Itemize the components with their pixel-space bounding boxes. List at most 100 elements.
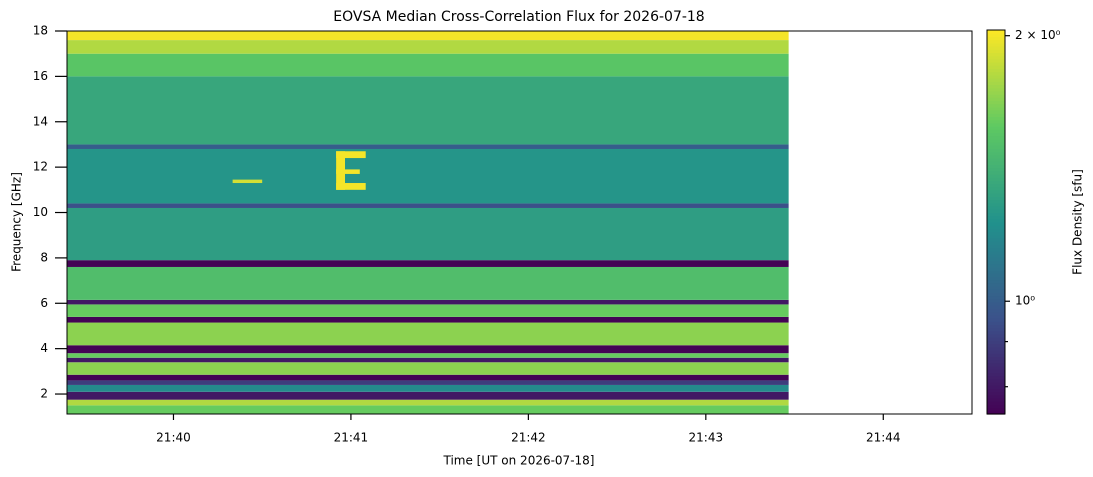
- colorbar-frame: [986, 29, 1006, 415]
- spectrum-band: [67, 405, 789, 414]
- plot-frame: [66, 30, 973, 415]
- colorbar-slice: [987, 234, 1005, 239]
- colorbar-slice: [987, 369, 1005, 373]
- spectrum-band: [67, 316, 789, 323]
- spectrum-band: [67, 148, 789, 204]
- colorbar-slice: [987, 378, 1005, 383]
- colorbar-slice: [987, 87, 1005, 92]
- spectrum-band: [67, 76, 789, 145]
- spectrum-band: [67, 322, 789, 346]
- y-tick-label: 4: [40, 341, 48, 355]
- spectrum-band: [67, 40, 789, 54]
- spectrum-band: [67, 391, 789, 400]
- spectrum-band: [67, 299, 789, 305]
- colorbar-slice: [987, 81, 1005, 85]
- colorbar-slice: [987, 116, 1005, 121]
- colorbar-slice: [987, 362, 1005, 367]
- spectrum-band: [67, 362, 789, 375]
- colorbar-slice: [987, 375, 1005, 380]
- colorbar-slice: [987, 215, 1005, 220]
- colorbar-slice: [987, 359, 1005, 364]
- colorbar-slice: [987, 225, 1005, 229]
- colorbar-slice: [987, 46, 1005, 50]
- spectrum-band: [67, 31, 789, 41]
- colorbar-slice: [987, 404, 1005, 409]
- colorbar-slice: [987, 193, 1005, 197]
- spectrum-band: [67, 384, 789, 392]
- colorbar-slice: [987, 257, 1005, 261]
- burst: [336, 169, 360, 174]
- colorbar-slice: [987, 353, 1005, 357]
- colorbar-slice: [987, 311, 1005, 316]
- colorbar-slice: [987, 340, 1005, 345]
- y-axis-label: Frequency [GHz]: [10, 172, 24, 272]
- colorbar-slice: [987, 273, 1005, 277]
- colorbar-slice: [987, 241, 1005, 245]
- y-tick-label: 14: [33, 114, 48, 128]
- colorbar-slice: [987, 260, 1005, 265]
- colorbar-slice: [987, 222, 1005, 226]
- colorbar-slice: [987, 52, 1005, 57]
- colorbar-slice: [987, 126, 1005, 130]
- y-tick-label: 10: [33, 205, 48, 219]
- colorbar-slice: [987, 30, 1005, 34]
- colorbar-slice: [987, 244, 1005, 249]
- colorbar-slice: [987, 58, 1005, 63]
- colorbar-slice: [987, 254, 1005, 258]
- colorbar-slice: [987, 202, 1005, 207]
- colorbar-slice: [987, 129, 1005, 133]
- colorbar-slice: [987, 84, 1005, 89]
- colorbar-slice: [987, 49, 1005, 53]
- x-tick-label: 21:44: [866, 431, 901, 445]
- colorbar-slice: [987, 190, 1005, 194]
- x-tick-label: 21:40: [156, 431, 191, 445]
- spectrum-band: [67, 399, 789, 406]
- y-tick-label: 2: [40, 387, 48, 401]
- colorbar-slice: [987, 78, 1005, 82]
- colorbar-slice: [987, 321, 1005, 325]
- colorbar-slice: [987, 302, 1005, 306]
- colorbar-slice: [987, 65, 1005, 69]
- colorbar-slice: [987, 391, 1005, 396]
- colorbar-slice: [987, 209, 1005, 213]
- colorbar-slice: [987, 132, 1005, 137]
- colorbar-slice: [987, 330, 1005, 335]
- spectrum-band: [67, 207, 789, 261]
- colorbar-slice: [987, 110, 1005, 114]
- spectrum-band: [67, 144, 789, 149]
- colorbar-slice: [987, 366, 1005, 370]
- colorbar-slice: [987, 119, 1005, 124]
- colorbar-slice: [987, 308, 1005, 313]
- colorbar-slice: [987, 238, 1005, 242]
- colorbar-slice: [987, 279, 1005, 284]
- colorbar-tick-label: 2 × 10⁰: [1015, 28, 1061, 42]
- colorbar-slice: [987, 327, 1005, 332]
- chart-title: EOVSA Median Cross-Correlation Flux for …: [333, 9, 704, 25]
- colorbar-slice: [987, 282, 1005, 287]
- colorbar-slice: [987, 186, 1005, 191]
- colorbar-slice: [987, 97, 1005, 101]
- colorbar-slice: [987, 122, 1005, 127]
- colorbar-slice: [987, 305, 1005, 309]
- colorbar-slice: [987, 270, 1005, 274]
- colorbar-slice: [987, 337, 1005, 341]
- colorbar-slice: [987, 145, 1005, 149]
- x-tick-label: 21:42: [511, 431, 546, 445]
- colorbar-slice: [987, 250, 1005, 255]
- colorbar-slice: [987, 314, 1005, 319]
- colorbar-slice: [987, 174, 1005, 178]
- colorbar-slice: [987, 382, 1005, 386]
- colorbar-slice: [987, 103, 1005, 108]
- burst: [232, 179, 263, 184]
- colorbar-slice: [987, 170, 1005, 175]
- colorbar-slice: [987, 180, 1005, 185]
- y-tick-label: 6: [40, 296, 48, 310]
- colorbar-slice: [987, 372, 1005, 377]
- colorbar-slice: [987, 228, 1005, 233]
- colorbar-slice: [987, 212, 1005, 217]
- x-tick-label: 21:43: [689, 431, 724, 445]
- spectrum-band: [67, 266, 789, 300]
- colorbar-slice: [987, 289, 1005, 293]
- colorbar-slice: [987, 263, 1005, 268]
